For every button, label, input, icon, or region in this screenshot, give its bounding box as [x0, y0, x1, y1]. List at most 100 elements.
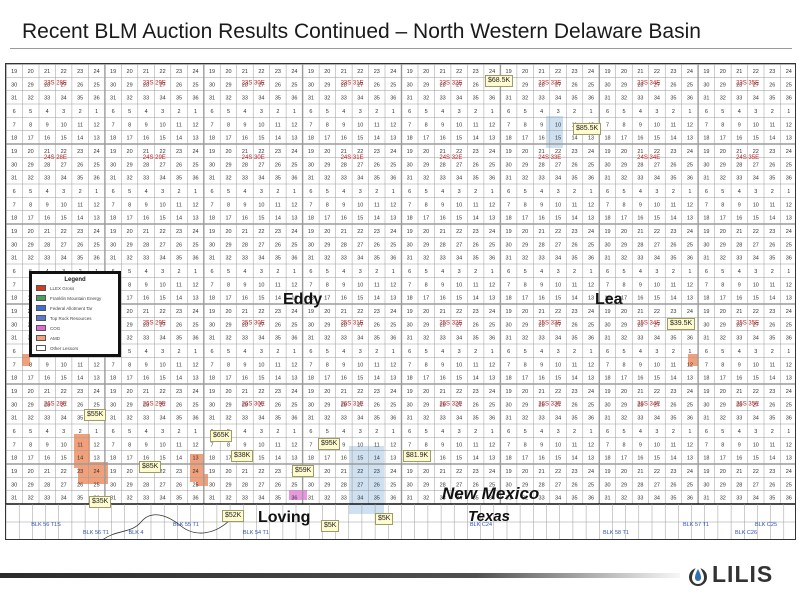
section-number: 18 [11, 376, 17, 382]
section-number: 26 [571, 242, 577, 248]
section-number: 36 [786, 256, 792, 262]
section-number: 33 [637, 96, 643, 102]
section-number: 12 [192, 362, 198, 368]
township-label: 23S 28E [44, 80, 67, 86]
section-number: 22 [160, 69, 166, 75]
section-number: 22 [654, 69, 660, 75]
section-number: 1 [194, 189, 197, 195]
section-number: 25 [687, 82, 693, 88]
section-number: 23 [473, 469, 479, 475]
section-number: 29 [621, 322, 627, 328]
section-number: 29 [720, 162, 726, 168]
county-label-lea: Lea [595, 291, 623, 308]
section-number: 25 [786, 402, 792, 408]
section-number: 7 [13, 202, 16, 208]
section-number: 17 [324, 456, 330, 462]
section-number: 20 [720, 309, 726, 315]
section-number: 25 [390, 322, 396, 328]
section-number: 22 [456, 309, 462, 315]
section-number: 13 [390, 376, 396, 382]
section-number: 36 [687, 176, 693, 182]
section-number: 15 [357, 296, 363, 302]
section-number: 6 [309, 189, 312, 195]
section-number: 13 [390, 216, 396, 222]
block-label: BLK 54 T1 [243, 530, 269, 536]
section-number: 27 [357, 322, 363, 328]
section-number: 4 [540, 109, 543, 115]
section-number: 36 [489, 416, 495, 422]
section-number: 25 [192, 482, 198, 488]
section-number: 22 [160, 309, 166, 315]
township-label: 24S 33E [538, 155, 561, 161]
section-number: 2 [375, 429, 378, 435]
section-number: 29 [28, 402, 34, 408]
section-number: 28 [539, 482, 545, 488]
section-number: 11 [671, 122, 677, 128]
section-number: 13 [390, 456, 396, 462]
section-number: 12 [687, 282, 693, 288]
section-number: 34 [753, 416, 759, 422]
section-number: 16 [341, 216, 347, 222]
section-number: 30 [407, 242, 413, 248]
township-label: 23S 35E [736, 80, 759, 86]
block-label: BLK 56 T1 [83, 530, 109, 536]
section-number: 25 [390, 82, 396, 88]
section-number: 3 [458, 109, 461, 115]
section-number: 7 [705, 442, 708, 448]
section-number: 27 [456, 322, 462, 328]
section-number: 34 [555, 256, 561, 262]
section-number: 29 [522, 242, 528, 248]
section-number: 16 [736, 136, 742, 142]
section-number: 35 [374, 416, 380, 422]
section-number: 24 [786, 469, 792, 475]
section-number: 17 [720, 216, 726, 222]
section-number: 12 [786, 282, 792, 288]
section-number: 5 [721, 109, 724, 115]
section-number: 12 [687, 442, 693, 448]
section-number: 31 [110, 176, 116, 182]
section-number: 6 [705, 349, 708, 355]
section-number: 32 [423, 96, 429, 102]
section-number: 8 [425, 202, 428, 208]
section-number: 35 [571, 256, 577, 262]
block-label: BLK 56 T1S [31, 522, 61, 528]
section-number: 24 [786, 69, 792, 75]
section-number: 1 [194, 429, 197, 435]
section-number: 6 [606, 349, 609, 355]
section-number: 12 [786, 122, 792, 128]
section-number: 31 [604, 176, 610, 182]
section-number: 24 [390, 469, 396, 475]
price-tag: $52K [222, 510, 245, 522]
section-number: 9 [540, 362, 543, 368]
section-number: 12 [489, 122, 495, 128]
section-number: 7 [705, 362, 708, 368]
section-number: 14 [670, 136, 676, 142]
section-number: 3 [754, 269, 757, 275]
section-number: 12 [786, 202, 792, 208]
drop-icon [689, 563, 707, 586]
section-number: 8 [524, 282, 527, 288]
section-number: 23 [374, 69, 380, 75]
section-number: 27 [456, 82, 462, 88]
section-number: 13 [489, 376, 495, 382]
section-number: 35 [176, 176, 182, 182]
section-number: 19 [407, 69, 413, 75]
section-number: 32 [127, 416, 133, 422]
section-number: 2 [276, 189, 279, 195]
section-number: 4 [243, 269, 246, 275]
section-number: 25 [588, 82, 594, 88]
section-number: 11 [572, 442, 578, 448]
section-number: 14 [769, 456, 775, 462]
section-number: 3 [754, 349, 757, 355]
section-number: 11 [275, 122, 281, 128]
section-number: 8 [29, 202, 32, 208]
section-number: 26 [571, 322, 577, 328]
section-number: 25 [489, 482, 495, 488]
section-number: 13 [687, 296, 693, 302]
section-number: 24 [94, 229, 100, 235]
township-label: 26S 28E [44, 402, 67, 408]
section-number: 23 [769, 389, 775, 395]
section-number: 18 [604, 376, 610, 382]
legend-item: Franklin Mountain Energy [36, 293, 118, 303]
section-number: 5 [721, 269, 724, 275]
